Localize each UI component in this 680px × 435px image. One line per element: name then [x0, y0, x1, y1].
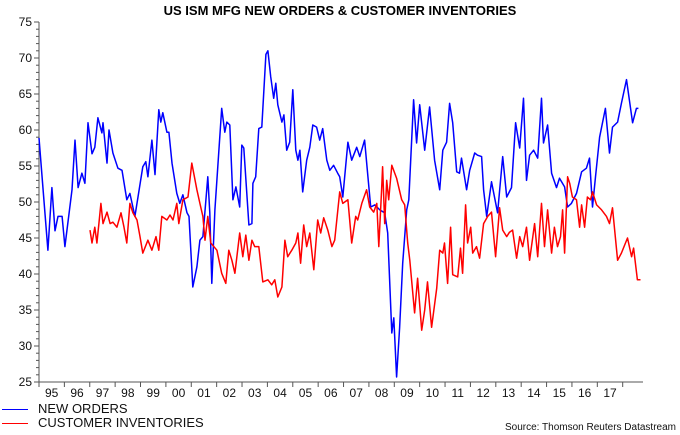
x-tick-label: 96: [70, 386, 84, 400]
x-tick-label: 99: [147, 386, 161, 400]
x-tick-label: 02: [223, 386, 237, 400]
y-tick-label: 45: [19, 231, 33, 245]
legend-swatch-new-orders: [2, 409, 28, 410]
x-tick-label: 06: [324, 386, 338, 400]
x-tick-label: 11: [452, 386, 465, 400]
series-group: [38, 50, 641, 378]
x-tick-label: 00: [172, 386, 186, 400]
x-tick-label: 01: [197, 386, 211, 400]
y-tick-label: 25: [19, 375, 33, 389]
x-tick-label: 07: [350, 386, 364, 400]
y-tick-label: 55: [19, 159, 33, 173]
x-tick-label: 97: [96, 386, 110, 400]
y-tick-label: 60: [19, 123, 33, 137]
x-tick-label: 15: [553, 386, 567, 400]
x-tick-label: 95: [45, 386, 59, 400]
series-line-new-orders: [38, 50, 639, 378]
y-tick-label: 75: [19, 15, 33, 29]
axes: 25 30 35 40 45 50 55 60 65 70 75 95 96 97 98 99 00 01 02 03…: [19, 15, 643, 400]
x-tick-label: 16: [578, 386, 592, 400]
x-tick-label: 14: [527, 386, 541, 400]
y-tick-label: 50: [19, 195, 33, 209]
x-tick-label: 05: [299, 386, 313, 400]
y-tick-label: 30: [19, 339, 33, 353]
legend-label-new-orders: NEW ORDERS: [38, 401, 128, 416]
x-tick-label: 12: [476, 386, 490, 400]
x-tick-label: 17: [603, 386, 617, 400]
x-tick-label: 08: [375, 386, 389, 400]
x-tick-label: 09: [400, 386, 414, 400]
x-tick-label: 98: [121, 386, 135, 400]
y-tick-label: 70: [19, 51, 33, 65]
legend-swatch-customer-inventories: [2, 423, 28, 424]
source-note: Source: Thomson Reuters Datastream: [504, 422, 676, 433]
series-line-customer-inventories: [89, 162, 641, 331]
x-tick-label: 04: [273, 386, 287, 400]
y-tick-label: 35: [19, 303, 33, 317]
legend-label-customer-inventories: CUSTOMER INVENTORIES: [38, 415, 204, 430]
x-tick-label: 13: [502, 386, 516, 400]
y-tick-label: 40: [19, 267, 33, 281]
chart-title: US ISM MFG NEW ORDERS & CUSTOMER INVENTO…: [164, 3, 517, 18]
y-tick-label: 65: [19, 87, 33, 101]
x-tick-label: 03: [248, 386, 262, 400]
x-tick-label: 10: [426, 386, 440, 400]
